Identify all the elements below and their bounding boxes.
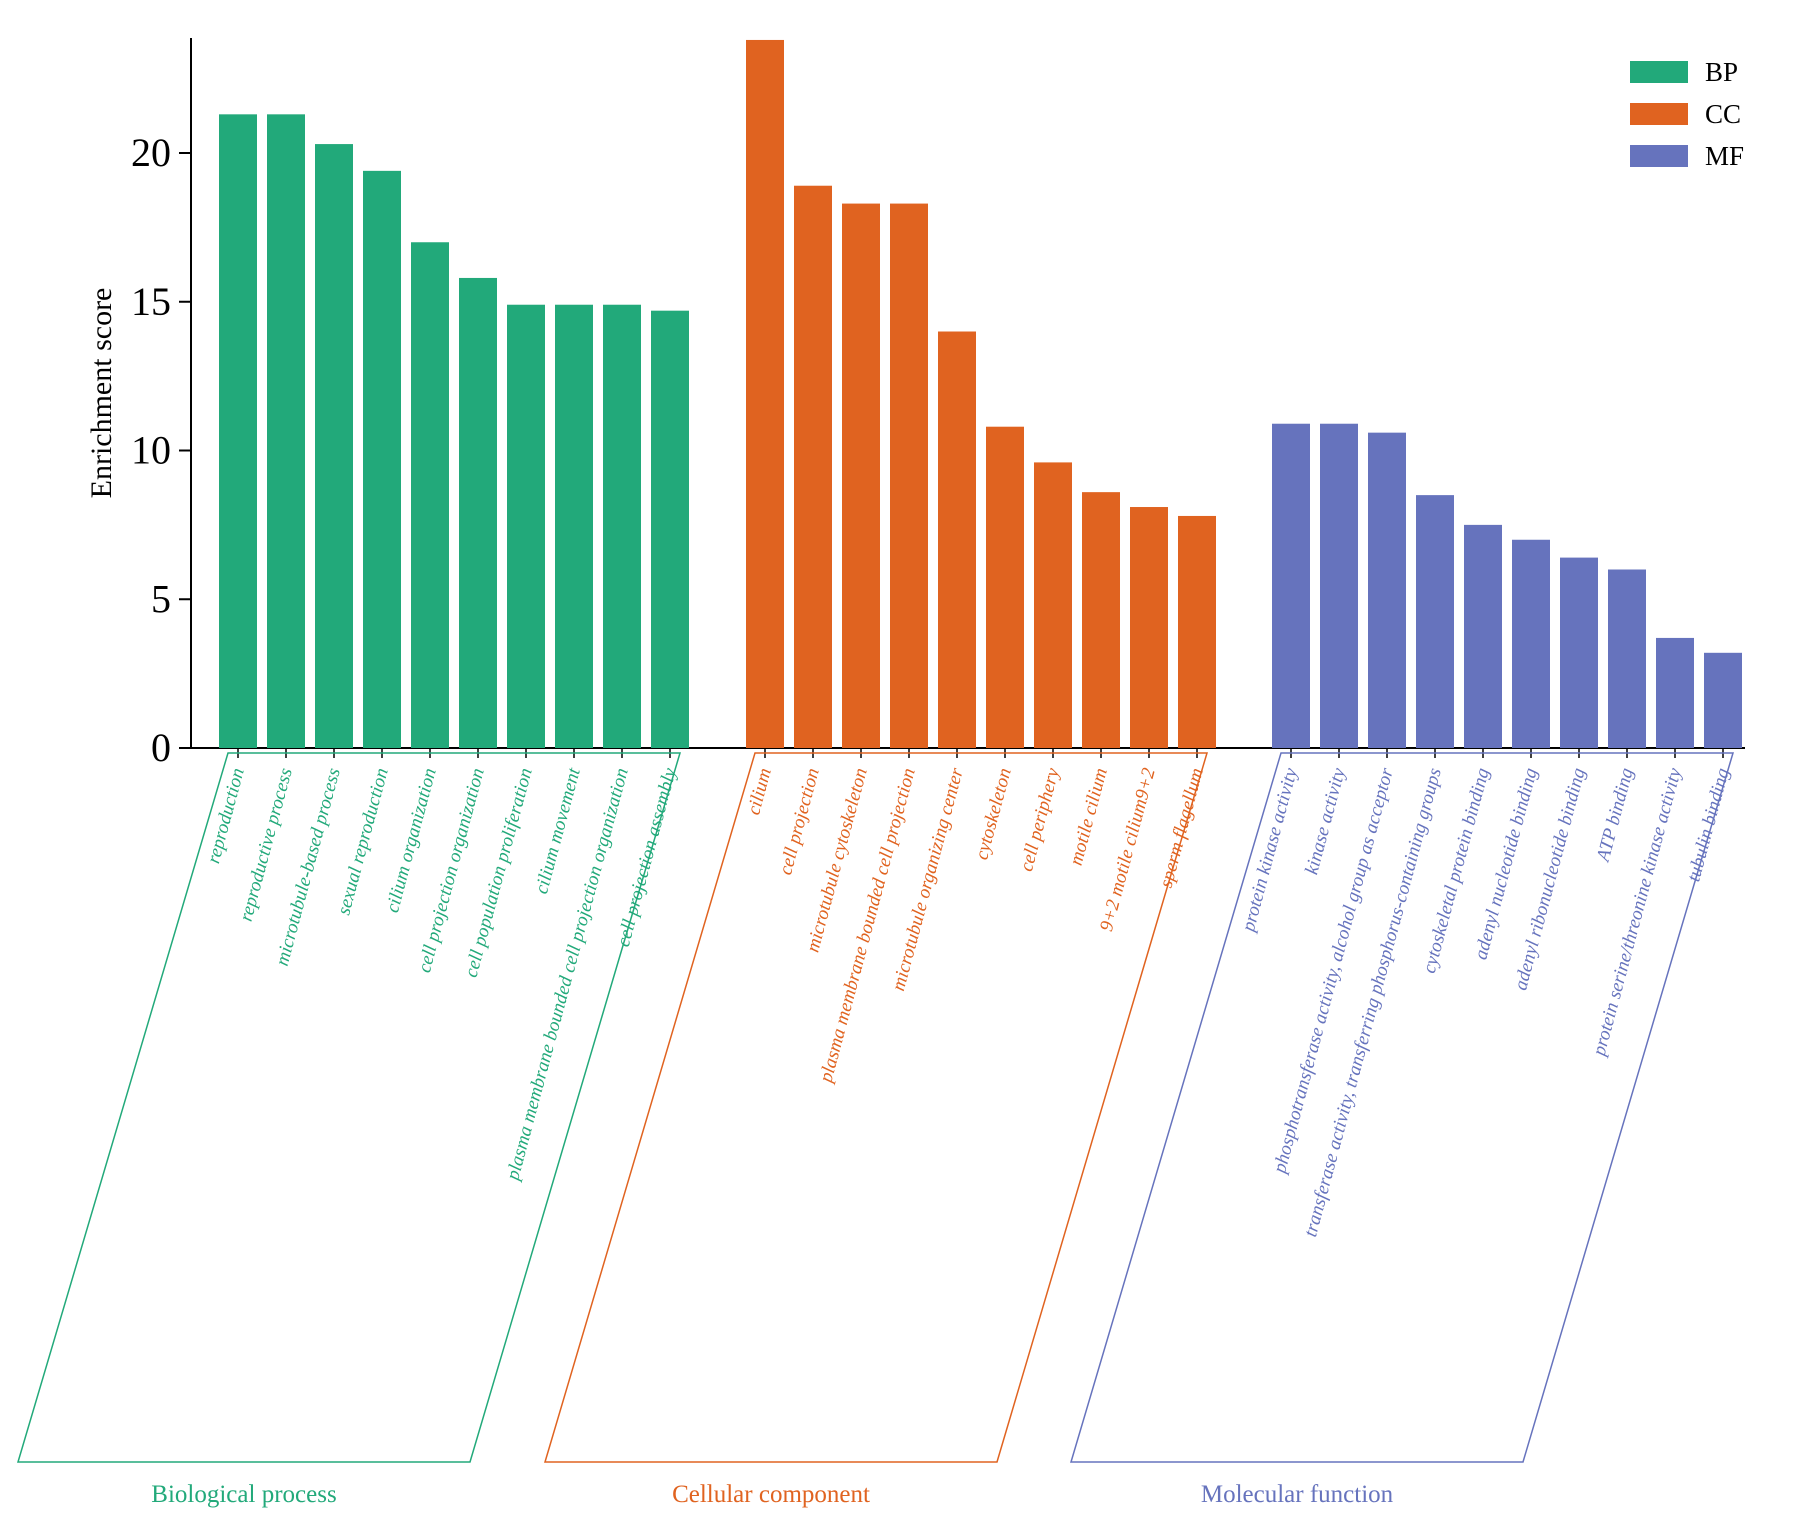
legend-label-mf: MF <box>1705 141 1744 171</box>
y-axis-title: Enrichment score <box>85 288 118 499</box>
bar-cc <box>1130 507 1168 748</box>
category-label: sperm flagellum <box>1156 766 1208 890</box>
bars <box>219 39 1742 749</box>
bar-mf <box>1608 569 1646 748</box>
bar-mf <box>1704 652 1742 748</box>
legend-label-cc: CC <box>1705 99 1741 129</box>
bar-mf <box>1272 423 1310 748</box>
group-label-cc: Cellular component <box>672 1481 870 1508</box>
y-tick-label: 0 <box>151 725 171 770</box>
group-label-mf: Molecular function <box>1201 1481 1394 1508</box>
legend-label-bp: BP <box>1705 57 1738 87</box>
category-label: cell projection <box>775 766 824 877</box>
bar-mf <box>1320 423 1358 748</box>
bar-cc <box>938 331 976 748</box>
axes: 0 5 10 15 20 Enrichment score <box>85 38 1745 770</box>
bar-cc <box>1178 515 1216 748</box>
group-brackets: Biological process Cellular component Mole… <box>16 752 1735 1508</box>
bar-bp <box>267 114 305 748</box>
bar-mf <box>1416 495 1454 748</box>
bar-cc <box>746 39 784 748</box>
category-label: kinase activity <box>1301 765 1350 876</box>
y-tick-label: 10 <box>131 428 171 473</box>
category-label: ATP binding <box>1592 766 1638 866</box>
bar-bp <box>507 304 545 748</box>
bar-mf <box>1656 637 1694 748</box>
y-tick-label: 15 <box>131 279 171 324</box>
bar-cc <box>1034 462 1072 748</box>
category-label: cell periphery <box>1016 765 1064 873</box>
bar-bp <box>555 304 593 748</box>
bar-bp <box>219 114 257 748</box>
category-label: tubulin binding <box>1683 766 1733 884</box>
bar-bp <box>363 170 401 749</box>
category-label: protein serine/threonine kinase activity <box>1588 765 1686 1060</box>
group-label-bp: Biological process <box>151 1481 336 1508</box>
bar-cc <box>986 426 1024 748</box>
bar-cc <box>842 203 880 748</box>
bar-mf <box>1368 432 1406 748</box>
group-bracket-cc <box>543 752 1209 1463</box>
bar-mf <box>1560 557 1598 748</box>
group-bracket-bp <box>16 752 682 1463</box>
category-label: sexual reproduction <box>333 766 392 917</box>
bar-bp <box>603 304 641 748</box>
category-label: cilium movement <box>531 765 585 896</box>
bar-bp <box>315 144 353 748</box>
legend-swatch-cc <box>1630 103 1688 125</box>
bar-mf <box>1512 539 1550 748</box>
bar-bp <box>411 242 449 748</box>
y-tick-label: 20 <box>131 130 171 175</box>
category-label: motile cilium <box>1066 766 1112 868</box>
legend-swatch-mf <box>1630 145 1688 167</box>
bar-mf <box>1464 524 1502 748</box>
bar-cc <box>794 185 832 749</box>
legend: BP CC MF <box>1630 57 1744 171</box>
bar-cc <box>890 203 928 748</box>
bar-bp <box>459 277 497 748</box>
category-label: cytoskeleton <box>971 766 1016 862</box>
legend-swatch-bp <box>1630 61 1688 83</box>
y-tick-label: 5 <box>151 576 171 621</box>
bar-bp <box>651 310 689 748</box>
group-bracket-mf <box>1069 752 1735 1463</box>
category-label: cilium organization <box>382 766 441 915</box>
bar-cc <box>1082 492 1120 748</box>
